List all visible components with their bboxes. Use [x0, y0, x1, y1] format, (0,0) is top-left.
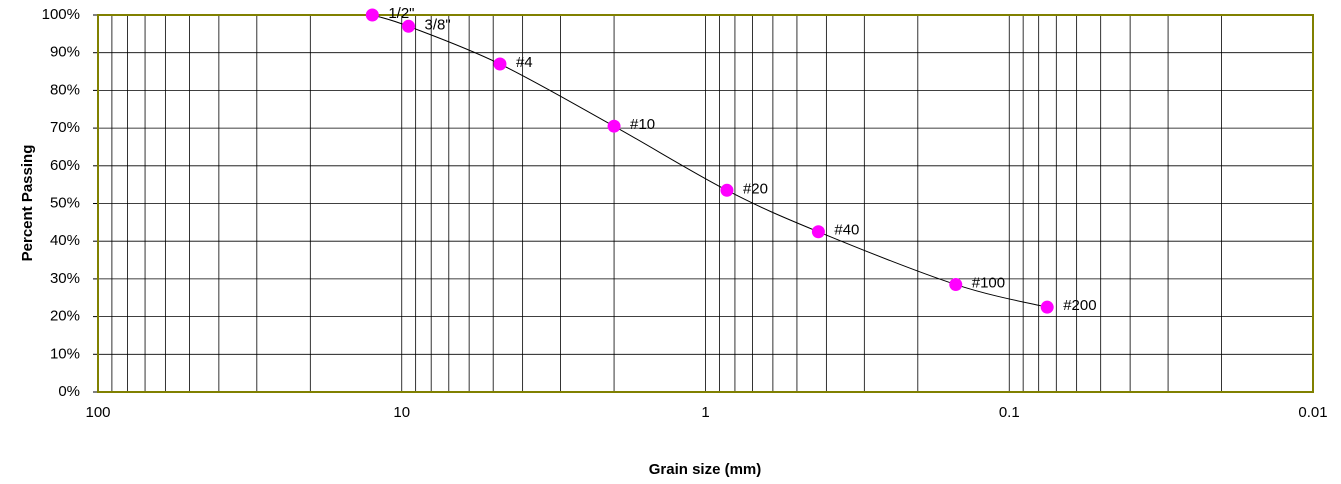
y-tick-label: 30%: [50, 270, 80, 287]
point-label: #4: [516, 54, 533, 71]
x-tick-label: 0.1: [999, 404, 1020, 421]
x-tick-label: 1: [701, 404, 709, 421]
data-point: [402, 19, 416, 33]
y-tick-label: 80%: [50, 81, 80, 98]
y-tick-label: 100%: [42, 6, 80, 23]
point-label: #20: [743, 180, 768, 197]
data-point: [607, 119, 621, 133]
y-tick-label: 20%: [50, 308, 80, 325]
data-point: [365, 8, 379, 22]
x-axis-title: Grain size (mm): [649, 461, 762, 478]
data-point: [1040, 300, 1054, 314]
y-tick-label: 70%: [50, 119, 80, 136]
data-point: [493, 57, 507, 71]
y-tick-label: 60%: [50, 157, 80, 174]
y-tick-label: 50%: [50, 194, 80, 211]
y-tick-label: 0%: [58, 383, 80, 400]
point-label: 1/2": [388, 5, 414, 22]
point-label: 3/8": [425, 16, 451, 33]
series-line: [372, 14, 1048, 308]
y-axis-title: Percent Passing: [19, 145, 36, 262]
x-tick-label: 10: [393, 404, 410, 421]
x-tick-label: 100: [85, 404, 110, 421]
data-point: [949, 278, 963, 292]
plot-frame: [97, 14, 1314, 393]
point-label: #100: [972, 275, 1005, 292]
point-label: #200: [1063, 297, 1096, 314]
point-label: #40: [834, 222, 859, 239]
point-label: #10: [630, 116, 655, 133]
x-tick-label: 0.01: [1298, 404, 1327, 421]
y-tick-label: 90%: [50, 44, 80, 61]
data-point: [720, 183, 734, 197]
data-point: [811, 225, 825, 239]
y-tick-label: 40%: [50, 232, 80, 249]
y-tick-label: 10%: [50, 345, 80, 362]
